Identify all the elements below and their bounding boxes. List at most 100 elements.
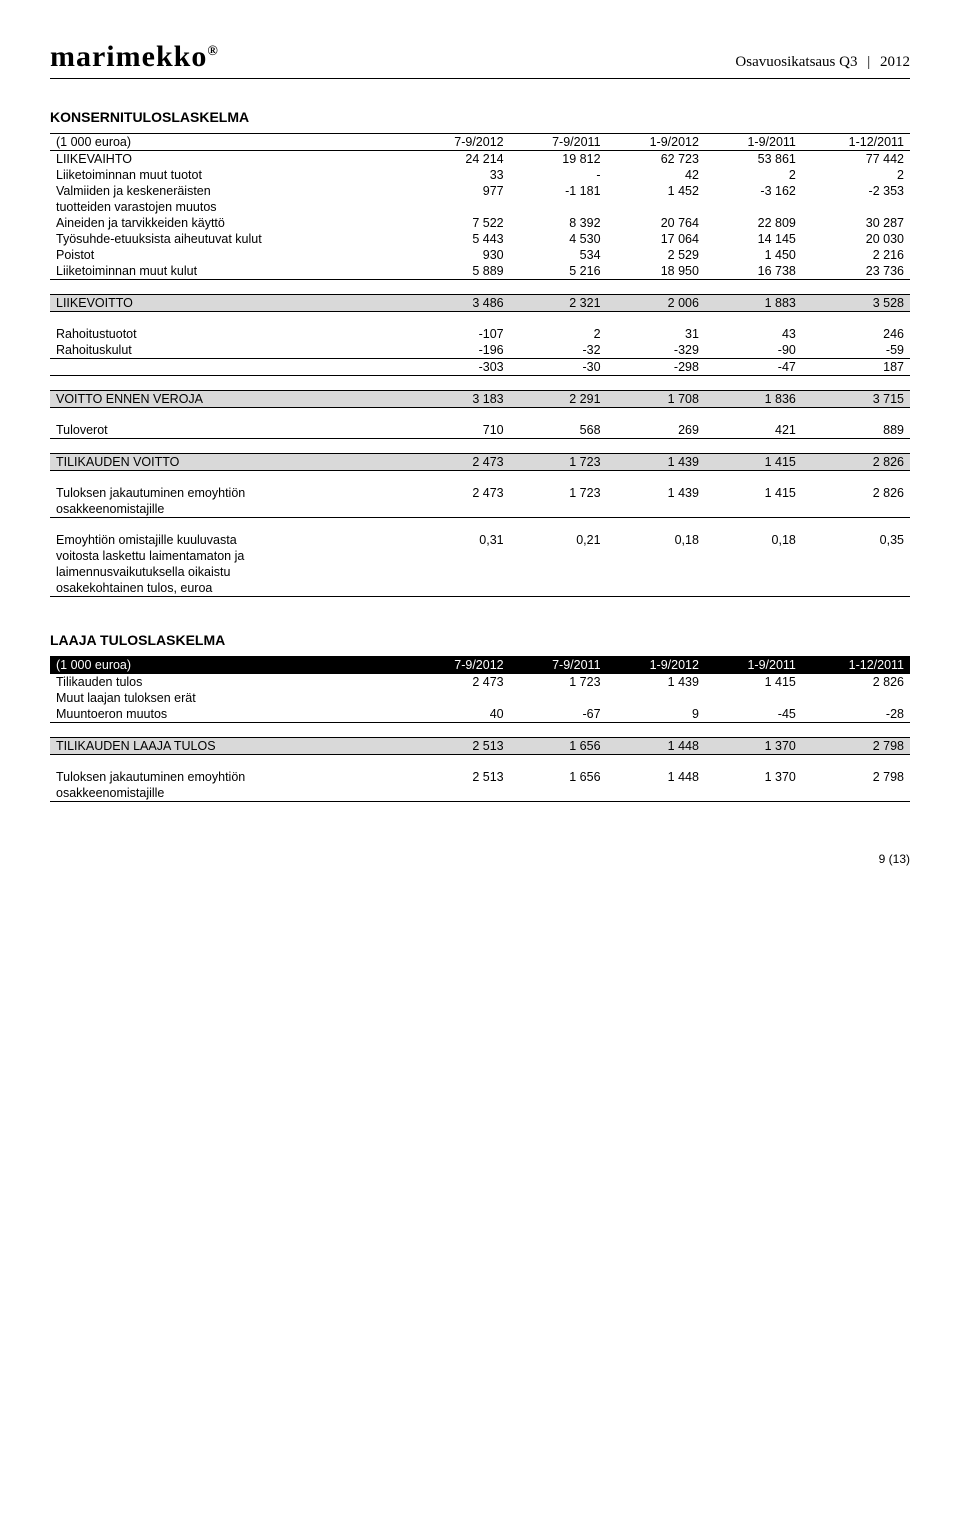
row-label: Valmiiden ja keskeneräisten (50, 183, 411, 199)
cell: -45 (705, 706, 802, 723)
cell: 1 450 (705, 247, 802, 263)
cell: 1 439 (607, 674, 705, 691)
cell: 1 723 (510, 454, 607, 471)
cell: -47 (705, 359, 802, 376)
cell: -303 (411, 359, 509, 376)
cell: 19 812 (510, 151, 607, 168)
cell: 1 708 (607, 391, 705, 408)
table-header-row: (1 000 euroa) 7-9/2012 7-9/2011 1-9/2012… (50, 134, 910, 151)
cell: 7 522 (411, 215, 509, 231)
cell: 2 473 (411, 485, 509, 501)
cell: -329 (607, 342, 705, 359)
cell: 22 809 (705, 215, 802, 231)
cell: 18 950 (607, 263, 705, 280)
row-label: LIIKEVAIHTO (50, 151, 411, 168)
col-period: 1-9/2012 (607, 134, 705, 151)
cell: 40 (411, 706, 509, 723)
cell: 1 439 (607, 485, 705, 501)
row-label: Tilikauden tulos (50, 674, 411, 691)
table-row: Muuntoeron muutos40-679-45-28 (50, 706, 910, 723)
voitto-ennen-row: VOITTO ENNEN VEROJA 3 183 2 291 1 708 1 … (50, 391, 910, 408)
jakautuminen2-row2: osakkeenomistajille (50, 785, 910, 802)
cell: 20 764 (607, 215, 705, 231)
row-label: Rahoitustuotot (50, 326, 411, 342)
cell: 1 415 (705, 454, 802, 471)
cell: 2 321 (510, 295, 607, 312)
col-period: 7-9/2011 (510, 657, 607, 674)
col-label: (1 000 euroa) (50, 657, 411, 674)
cell: 246 (802, 326, 910, 342)
cell: 2 291 (510, 391, 607, 408)
cell: 2 826 (802, 674, 910, 691)
cell: - (510, 167, 607, 183)
row-label: Liiketoiminnan muut tuotot (50, 167, 411, 183)
row-label: Muuntoeron muutos (50, 706, 411, 723)
cell: 2 216 (802, 247, 910, 263)
cell (510, 690, 607, 706)
cell: 2 473 (411, 674, 509, 691)
row-label: VOITTO ENNEN VEROJA (50, 391, 411, 408)
cell: 5 216 (510, 263, 607, 280)
table-row: -303-30-298-47187 (50, 359, 910, 376)
cell: 3 715 (802, 391, 910, 408)
row-sublabel: osakkeenomistajille (50, 501, 411, 518)
table-row: tuotteiden varastojen muutos (50, 199, 910, 215)
liikevoitto-row: LIIKEVOITTO 3 486 2 321 2 006 1 883 3 52… (50, 295, 910, 312)
cell: 568 (510, 422, 607, 439)
cell: 3 486 (411, 295, 509, 312)
cell: 9 (607, 706, 705, 723)
cell (607, 199, 705, 215)
cell: -3 162 (705, 183, 802, 199)
table-row: Aineiden ja tarvikkeiden käyttö7 5228 39… (50, 215, 910, 231)
cell: 23 736 (802, 263, 910, 280)
cell: -1 181 (510, 183, 607, 199)
row-label: Rahoituskulut (50, 342, 411, 359)
col-period: 1-12/2011 (802, 134, 910, 151)
cell: 24 214 (411, 151, 509, 168)
eps-row2: voitosta laskettu laimentamaton ja (50, 548, 910, 564)
report-type: Osavuosikatsaus Q3 (735, 54, 857, 70)
cell (607, 690, 705, 706)
cell: 2 798 (802, 738, 910, 755)
cell: -28 (802, 706, 910, 723)
cell: 1 448 (607, 769, 705, 785)
cell: 1 836 (705, 391, 802, 408)
cell: 2 513 (411, 738, 509, 755)
section1-title: KONSERNITULOSLASKELMA (50, 109, 910, 125)
row-label (50, 359, 411, 376)
table-row: Rahoitustuotot-10723143246 (50, 326, 910, 342)
row-label: Työsuhde-etuuksista aiheutuvat kulut (50, 231, 411, 247)
table-row: Rahoituskulut-196-32-329-90-59 (50, 342, 910, 359)
cell: 187 (802, 359, 910, 376)
row-label: Tuloverot (50, 422, 411, 439)
cell: 4 530 (510, 231, 607, 247)
row-label: TILIKAUDEN LAAJA TULOS (50, 738, 411, 755)
row-label: Liiketoiminnan muut kulut (50, 263, 411, 280)
cell: -107 (411, 326, 509, 342)
row-label: tuotteiden varastojen muutos (50, 199, 411, 215)
row-label: Tuloksen jakautuminen emoyhtiön (50, 769, 411, 785)
cell: 0,18 (705, 532, 802, 548)
cell: 2 826 (802, 454, 910, 471)
cell: 53 861 (705, 151, 802, 168)
cell: 2 798 (802, 769, 910, 785)
cell: 930 (411, 247, 509, 263)
cell: 0,21 (510, 532, 607, 548)
cell: -32 (510, 342, 607, 359)
col-period: 1-9/2011 (705, 657, 802, 674)
cell: 16 738 (705, 263, 802, 280)
cell: 1 723 (510, 674, 607, 691)
cell: 1 415 (705, 674, 802, 691)
cell (705, 199, 802, 215)
logo-text: marimekko (50, 40, 207, 73)
cell: 1 656 (510, 769, 607, 785)
cell (411, 199, 509, 215)
cell: 3 528 (802, 295, 910, 312)
cell: 0,18 (607, 532, 705, 548)
cell: 1 415 (705, 485, 802, 501)
cell: 2 (705, 167, 802, 183)
cell: 1 452 (607, 183, 705, 199)
cell: 8 392 (510, 215, 607, 231)
cell: 421 (705, 422, 802, 439)
cell: 17 064 (607, 231, 705, 247)
